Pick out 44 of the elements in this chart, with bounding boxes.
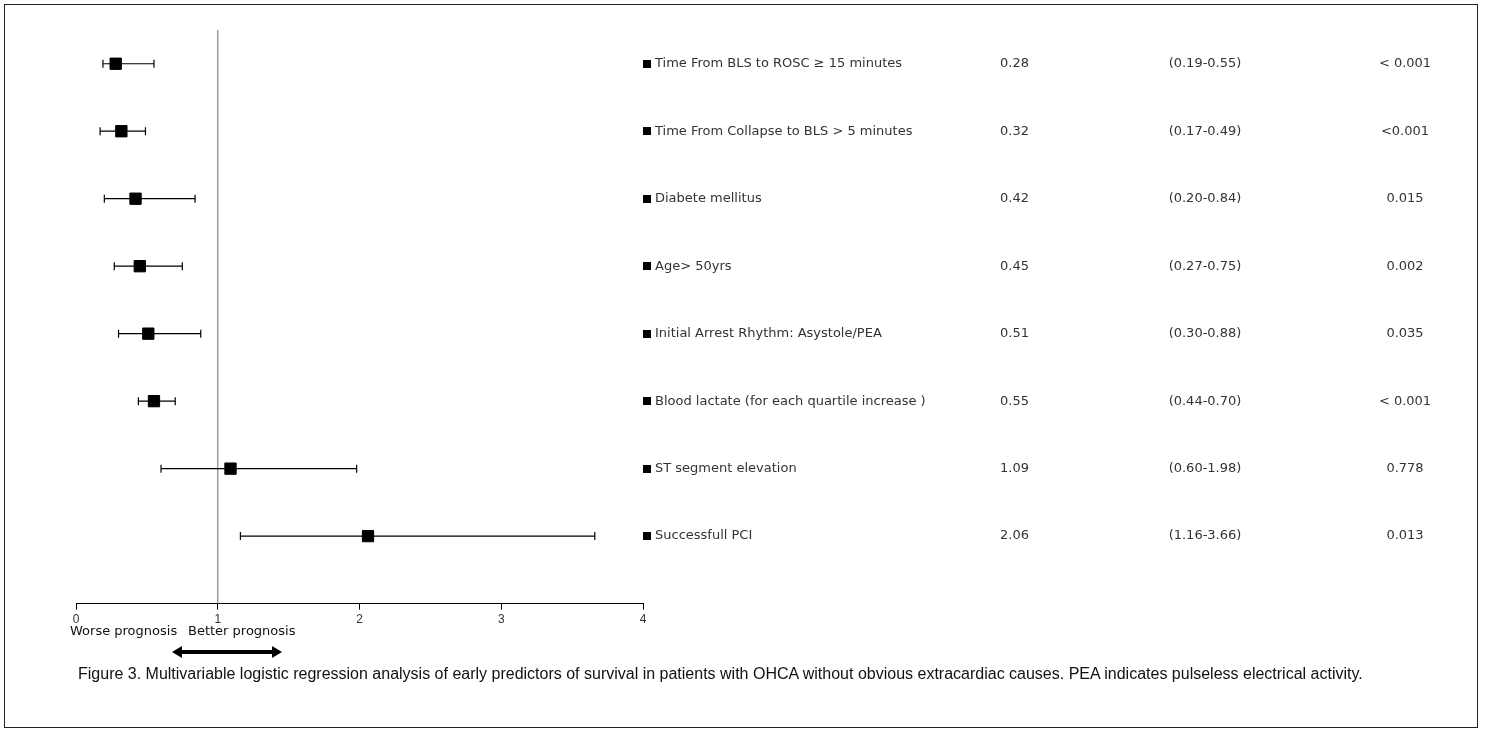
text: < 0.001 xyxy=(1378,55,1432,71)
text: (1.16-3.66) xyxy=(1168,527,1242,543)
text: 0.013 xyxy=(1386,527,1424,543)
data-label: 2.06 xyxy=(1000,527,1029,543)
text: (0.44-0.70) xyxy=(1168,392,1242,408)
data-label: 0.28 xyxy=(1000,55,1029,71)
data-label: 0.45 xyxy=(1000,257,1029,273)
text: (0.17-0.49) xyxy=(1168,122,1242,138)
point xyxy=(142,327,155,340)
text: (0.30-0.88) xyxy=(1168,325,1242,341)
point xyxy=(129,192,142,205)
y-tick-label: Successfull PCI xyxy=(655,527,753,543)
point xyxy=(147,395,161,408)
text: <0.001 xyxy=(1380,122,1430,138)
text: 0.015 xyxy=(1386,190,1424,206)
text: (0.20-0.84) xyxy=(1168,190,1242,206)
y-tick-label: Age> 50yrs xyxy=(655,257,732,273)
text: 0.035 xyxy=(1386,325,1424,341)
text: (0.60-1.98) xyxy=(1168,460,1242,476)
point xyxy=(361,529,375,543)
point xyxy=(115,125,128,138)
text: 0.778 xyxy=(1386,460,1424,476)
x-tick-label: 2 xyxy=(356,612,364,627)
y-tick-label: Diabete mellitus xyxy=(655,190,762,206)
y-tick-label: Initial Arrest Rhythm: Asystole/PEA xyxy=(655,325,882,341)
x-tick-label: 3 xyxy=(497,612,505,627)
data-label: 1.09 xyxy=(1000,460,1029,476)
point xyxy=(133,260,146,273)
y-tick-label: ST segment elevation xyxy=(655,460,797,476)
text: < 0.001 xyxy=(1378,392,1432,408)
data-label: 0.32 xyxy=(1000,122,1029,138)
y-tick-label: Time From BLS to ROSC ≥ 15 minutes xyxy=(654,55,903,71)
point xyxy=(109,57,122,70)
text: (0.27-0.75) xyxy=(1168,257,1242,273)
y-tick-label: Time From Collapse to BLS > 5 minutes xyxy=(654,122,913,138)
data-label: 0.55 xyxy=(1000,392,1029,408)
text: 0.002 xyxy=(1386,257,1424,273)
caption: Figure 3. Multivariable logistic regression analysis of early predictors of survival in patients with OHCA without obvious extracardiac causes. PEA indicates pulseless electrical activity. xyxy=(78,664,1364,683)
point xyxy=(224,462,237,475)
x-tick-label: 4 xyxy=(639,612,647,627)
data-label: 0.42 xyxy=(1000,190,1029,206)
y-tick-label: Blood lactate (for each quartile increase ) xyxy=(655,392,926,408)
text: (0.19-0.55) xyxy=(1168,55,1242,71)
data-label: 0.51 xyxy=(1000,325,1029,341)
